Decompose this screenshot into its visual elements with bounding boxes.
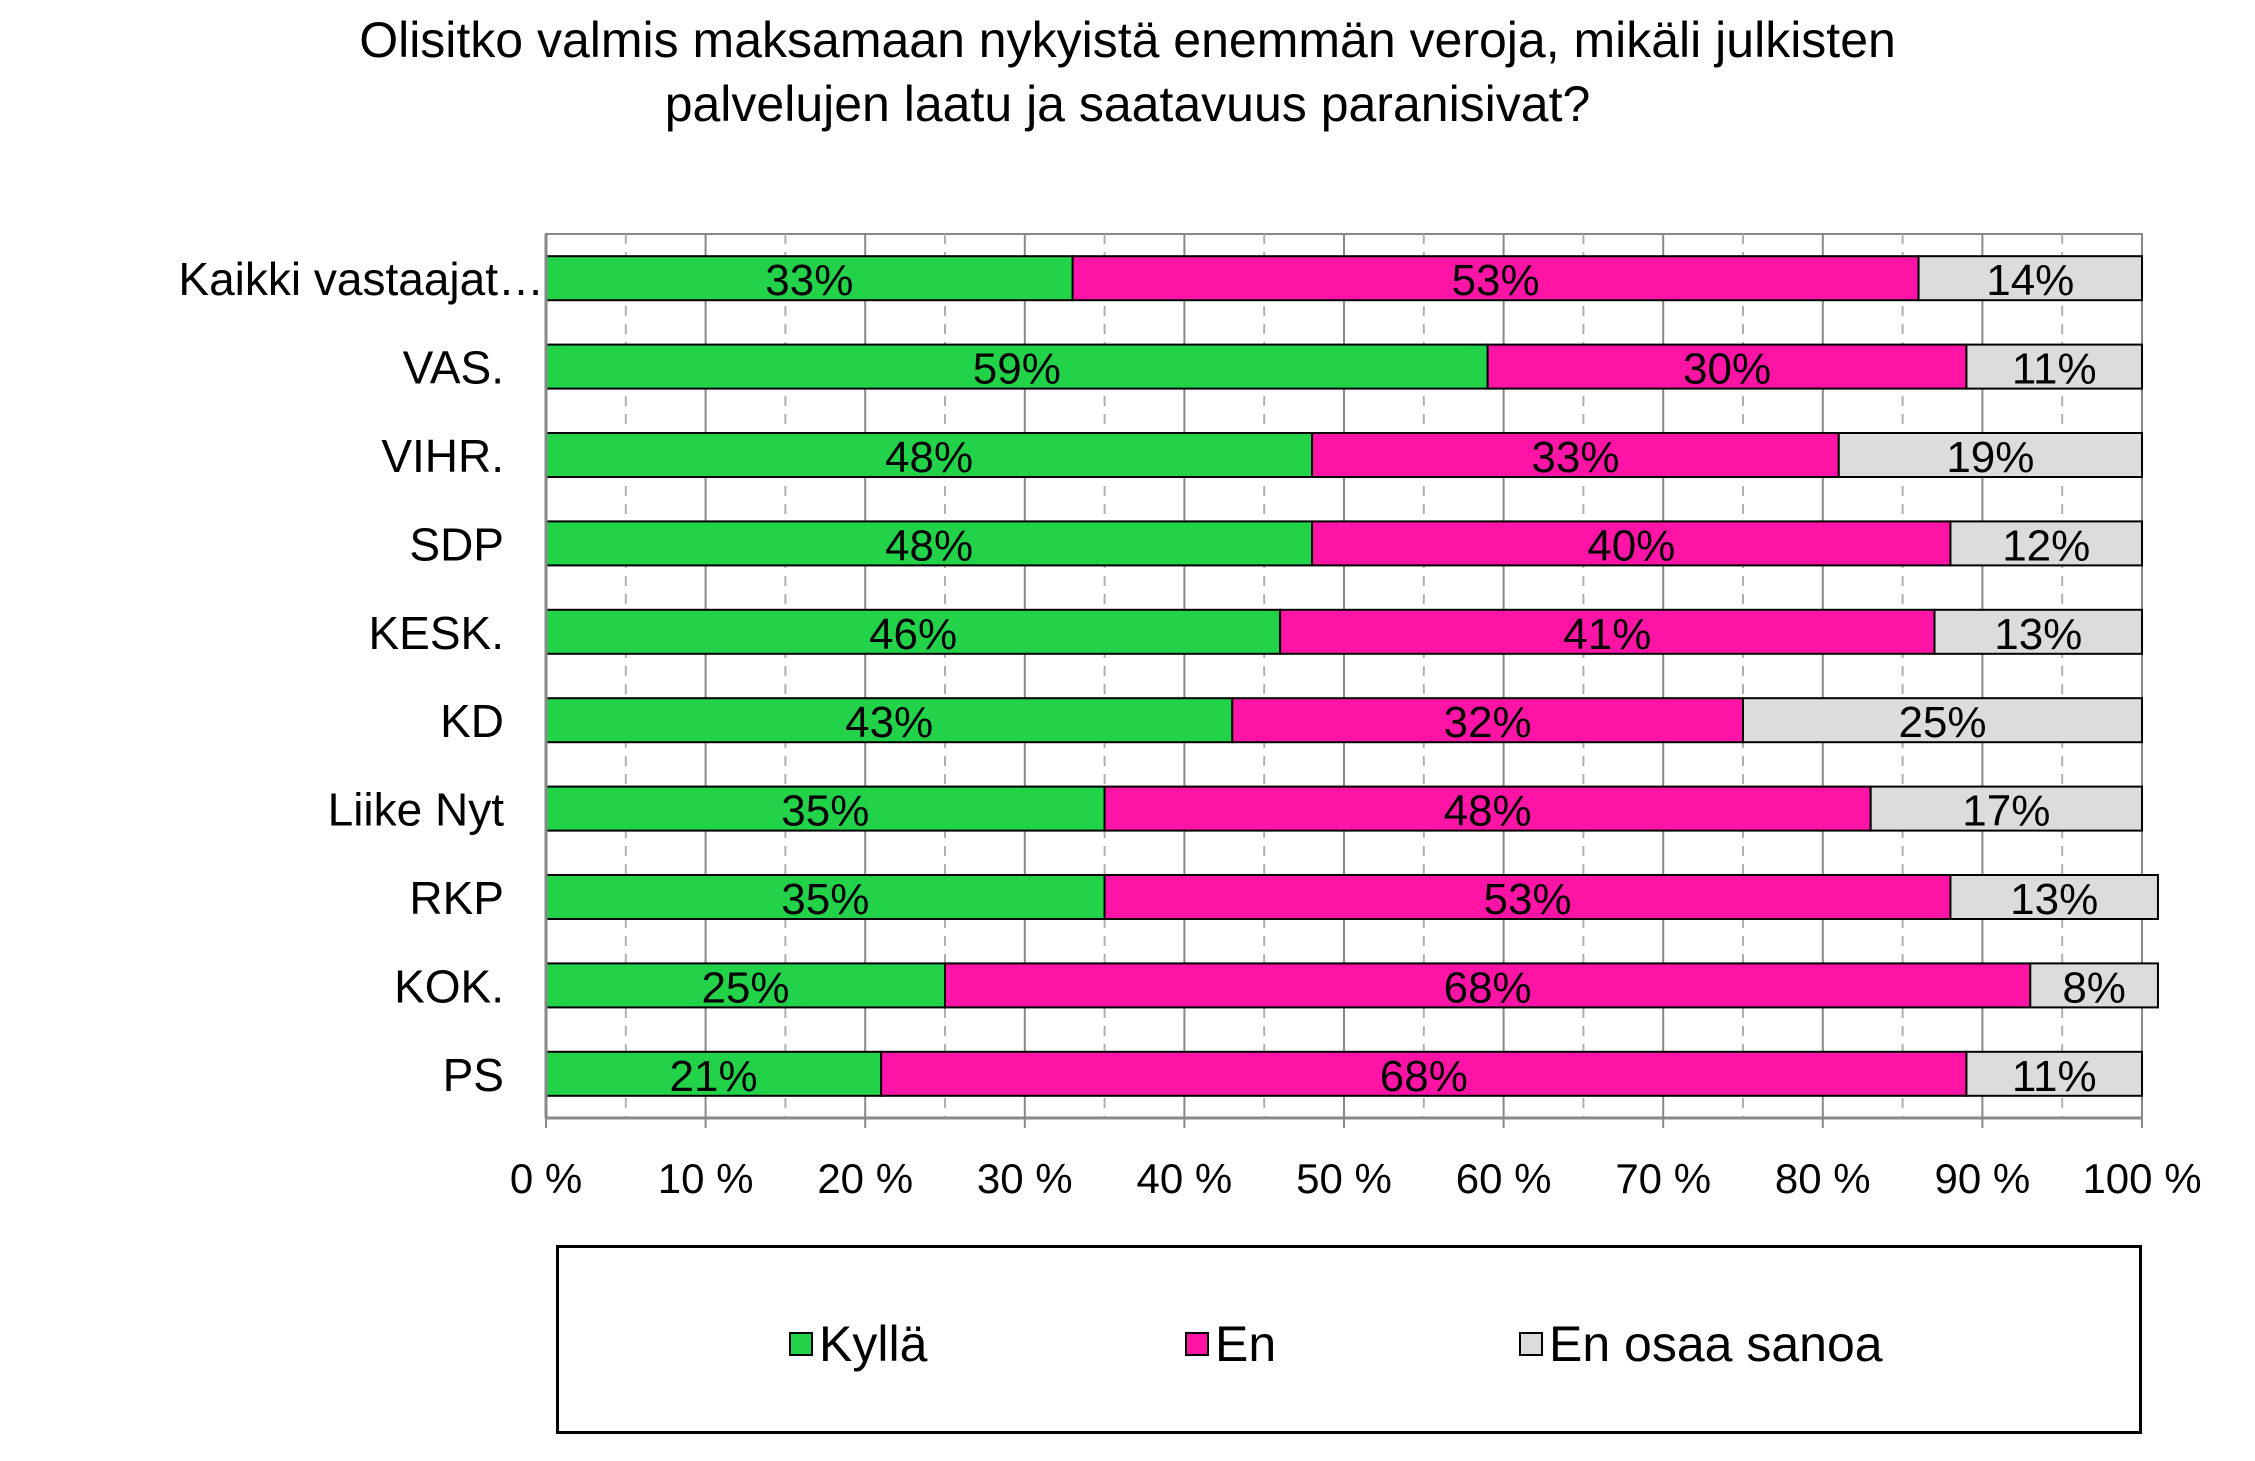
data-label-en-osaa-sanoa-7: 17% <box>1962 787 2050 836</box>
category-label-8: RKP <box>409 872 504 924</box>
data-label-en-1: 53% <box>1452 256 1540 305</box>
data-label-kyllä-9: 25% <box>701 963 789 1012</box>
bar-en-osaa-sanoa-10 <box>1965 1050 2143 1097</box>
bar-en-osaa-sanoa-9 <box>2029 962 2159 1009</box>
x-tick-label-50: 50 % <box>1296 1155 1392 1202</box>
data-label-kyllä-6: 43% <box>845 698 933 747</box>
bar-kyllä-2 <box>545 343 1489 390</box>
data-label-en-3: 33% <box>1531 433 1619 482</box>
category-label-1: Kaikki vastaajat… <box>178 253 544 305</box>
axes-group: Kaikki vastaajat… VAS. VIHR. SDP KESK. KD Liik… <box>178 234 2202 1202</box>
data-label-en-9: 68% <box>1444 963 1532 1012</box>
bar-en-osaa-sanoa-7 <box>1869 785 2144 832</box>
bar-en-osaa-sanoa-4 <box>1949 520 2143 567</box>
data-label-en-osaa-sanoa-1: 14% <box>1986 256 2074 305</box>
x-tick-label-40: 40 % <box>1137 1155 1233 1202</box>
data-label-en-osaa-sanoa-5: 13% <box>1994 610 2082 659</box>
x-tick-label-80: 80 % <box>1775 1155 1871 1202</box>
bar-kyllä-5 <box>545 608 1282 655</box>
x-tick-label-60: 60 % <box>1456 1155 1552 1202</box>
category-label-6: KD <box>440 695 504 747</box>
x-tick-label-70: 70 % <box>1615 1155 1711 1202</box>
bar-kyllä-4 <box>545 520 1314 567</box>
data-label-en-10: 68% <box>1380 1052 1468 1101</box>
bar-en-4 <box>1311 520 1952 567</box>
bar-kyllä-9 <box>545 962 946 1009</box>
data-label-en-osaa-sanoa-10: 11% <box>2012 1052 2097 1101</box>
category-label-2: VAS. <box>403 342 504 394</box>
category-label-5: KESK. <box>368 607 504 659</box>
bar-en-1 <box>1071 255 1920 302</box>
category-label-3: VIHR. <box>381 430 504 482</box>
chart-title: Olisitko valmis maksamaan nykyistä enemm… <box>0 8 2255 136</box>
bar-en-2 <box>1486 343 1968 390</box>
legend-swatch-kylla <box>789 1332 813 1356</box>
bar-en-osaa-sanoa-3 <box>1837 432 2143 478</box>
data-label-en-osaa-sanoa-8: 13% <box>2010 875 2098 924</box>
legend-label-en: En <box>1215 1316 1277 1372</box>
x-tick-label-20: 20 % <box>817 1155 913 1202</box>
legend-swatch-en-osaa-sanoa <box>1519 1332 1543 1356</box>
data-label-en-osaa-sanoa-4: 12% <box>2002 521 2090 570</box>
x-tick-label-100: 100 % <box>2082 1155 2201 1202</box>
bar-en-6 <box>1231 697 1745 744</box>
data-label-en-5: 41% <box>1563 610 1651 659</box>
legend-item-en: En <box>1185 1316 1276 1372</box>
bar-en-osaa-sanoa-2 <box>1965 343 2143 390</box>
data-label-en-2: 30% <box>1683 345 1771 394</box>
category-label-4: SDP <box>409 518 504 570</box>
data-label-kyllä-5: 46% <box>869 610 957 659</box>
x-tick-label-90: 90 % <box>1935 1155 2031 1202</box>
data-label-en-6: 32% <box>1444 698 1532 747</box>
bar-en-8 <box>1103 874 1952 920</box>
category-label-10: PS <box>443 1049 504 1101</box>
data-label-kyllä-10: 21% <box>670 1052 758 1101</box>
data-label-en-7: 48% <box>1444 787 1532 836</box>
data-label-kyllä-4: 48% <box>885 521 973 570</box>
data-label-kyllä-1: 33% <box>765 256 853 305</box>
chart-title-line-2: palvelujen laatu ja saatavuus paranisiva… <box>664 76 1591 132</box>
data-label-en-osaa-sanoa-9: 8% <box>2062 963 2126 1012</box>
chart-title-line-1: Olisitko valmis maksamaan nykyistä enemm… <box>359 12 1896 68</box>
bar-kyllä-8 <box>545 874 1106 920</box>
bar-kyllä-6 <box>545 697 1234 744</box>
category-label-7: Liike Nyt <box>328 784 505 836</box>
legend-item-kylla: Kyllä <box>789 1316 927 1372</box>
data-label-kyllä-7: 35% <box>781 787 869 836</box>
legend-label-en-osaa-sanoa: En osaa sanoa <box>1549 1316 1883 1372</box>
bar-en-3 <box>1311 432 1840 478</box>
legend-swatch-en <box>1185 1332 1209 1356</box>
bar-en-osaa-sanoa-5 <box>1933 608 2144 655</box>
bar-en-5 <box>1279 608 1936 655</box>
data-label-en-osaa-sanoa-2: 11% <box>2012 345 2097 394</box>
legend-label-kylla: Kyllä <box>819 1316 928 1372</box>
data-label-en-8: 53% <box>1484 875 1572 924</box>
legend: Kyllä En En osaa sanoa <box>556 1245 2142 1434</box>
x-tick-label-0: 0 % <box>510 1155 582 1202</box>
x-tick-label-30: 30 % <box>977 1155 1073 1202</box>
category-label-9: KOK. <box>394 960 504 1012</box>
data-label-kyllä-2: 59% <box>973 345 1061 394</box>
data-label-en-osaa-sanoa-6: 25% <box>1898 698 1986 747</box>
bar-en-osaa-sanoa-8 <box>1949 874 2159 920</box>
legend-item-en-osaa-sanoa: En osaa sanoa <box>1519 1316 1883 1372</box>
data-label-kyllä-8: 35% <box>781 875 869 924</box>
data-label-kyllä-3: 48% <box>885 433 973 482</box>
data-label-en-osaa-sanoa-3: 19% <box>1946 433 2034 482</box>
bars-group: 33% 53% 14% 59% 30% 11% 48% 33% 19% 48% 40% 12% 46% 4… <box>545 255 2159 1101</box>
bar-en-osaa-sanoa-6 <box>1742 697 2143 744</box>
data-label-en-4: 40% <box>1587 521 1675 570</box>
x-tick-label-10: 10 % <box>658 1155 754 1202</box>
bar-en-osaa-sanoa-1 <box>1917 255 2144 302</box>
bar-en-9 <box>944 962 2032 1009</box>
